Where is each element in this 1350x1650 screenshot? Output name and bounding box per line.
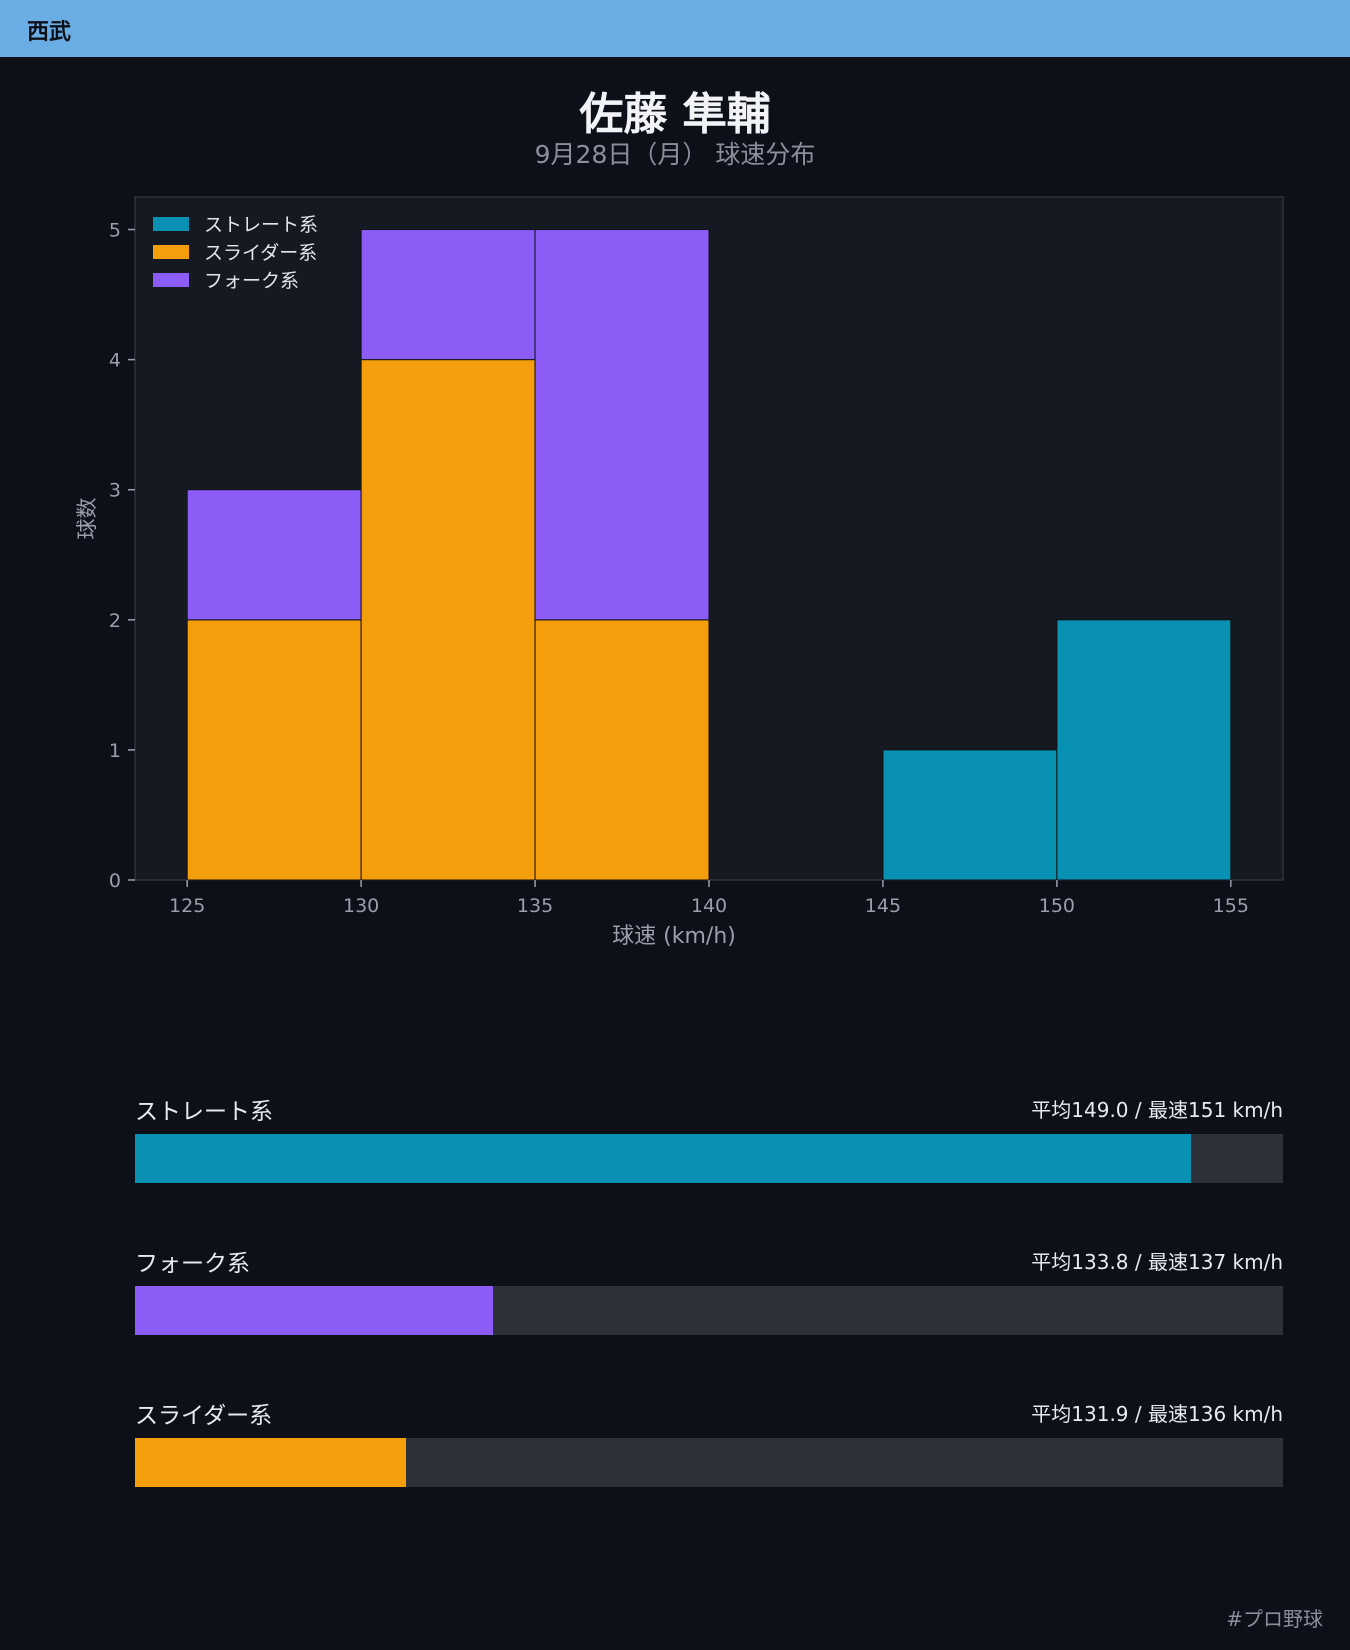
bar-series1-bin0 [186, 619, 362, 881]
player-name-title: 佐藤 隼輔 [579, 89, 771, 140]
bars-group [186, 229, 1232, 881]
x-tick-label: 140 [691, 895, 727, 917]
summary-pitch-stats: 平均131.9 / 最速136 km/h [1031, 1402, 1283, 1426]
speed-bar-track [135, 1134, 1283, 1183]
x-tick-label: 135 [517, 895, 553, 917]
legend-swatch [153, 217, 189, 231]
summary-pitch-name: ストレート系 [135, 1099, 273, 1125]
speed-bar-fill [135, 1438, 406, 1487]
bar-series2-bin2 [534, 229, 710, 621]
y-tick-label: 5 [109, 220, 121, 242]
legend-swatch [153, 273, 189, 287]
summary-row-straight: ストレート系 平均149.0 / 最速151 km/h [135, 1092, 1283, 1202]
x-tick-label: 125 [169, 895, 205, 917]
legend-label: フォーク系 [204, 270, 299, 292]
y-tick-label: 1 [109, 740, 121, 762]
speed-bar-fill [135, 1134, 1192, 1183]
bar-series1-bin2 [534, 619, 710, 881]
pitch-speed-histogram: 125 130 135 140 145 150 155 0 1 2 3 4 5 球速 (km/h) 球数 ス… [75, 196, 1284, 949]
x-tick-label: 145 [865, 895, 901, 917]
x-tick-label: 155 [1213, 895, 1249, 917]
speed-bar-track [135, 1286, 1283, 1335]
summary-pitch-name: スライダー系 [135, 1403, 273, 1429]
summary-pitch-name: フォーク系 [135, 1251, 250, 1277]
legend-label: スライダー系 [204, 242, 317, 264]
summary-pitch-stats: 平均149.0 / 最速151 km/h [1031, 1098, 1283, 1122]
hashtag: #プロ野球 [1226, 1607, 1323, 1631]
summary-row-slider: スライダー系 平均131.9 / 最速136 km/h [135, 1396, 1283, 1506]
team-name: 西武 [27, 20, 72, 45]
team-header-bar: 西武 [0, 0, 1350, 57]
bar-series0-bin4 [882, 749, 1058, 881]
y-tick-label: 4 [109, 350, 121, 372]
summary-row-fork: フォーク系 平均133.8 / 最速137 km/h [135, 1244, 1283, 1354]
axes-group: 125 130 135 140 145 150 155 0 1 2 3 4 5 球速 (km/h) 球数 [75, 220, 1249, 949]
bar-series2-bin0 [186, 489, 362, 621]
bar-series2-bin1 [360, 229, 536, 361]
y-axis-label: 球数 [75, 498, 99, 540]
speed-bar-fill [135, 1286, 494, 1335]
summary-pitch-stats: 平均133.8 / 最速137 km/h [1031, 1250, 1283, 1274]
y-tick-label: 0 [109, 870, 121, 892]
bar-series0-bin5 [1056, 619, 1232, 881]
x-tick-label: 150 [1039, 895, 1075, 917]
y-tick-label: 2 [109, 610, 121, 632]
y-tick-label: 3 [109, 480, 121, 502]
legend-swatch [153, 245, 189, 259]
x-axis-label: 球速 (km/h) [612, 924, 736, 949]
speed-bar-track [135, 1438, 1283, 1487]
x-tick-label: 130 [343, 895, 379, 917]
chart-subtitle: 9月28日（月） 球速分布 [534, 140, 816, 169]
legend-label: ストレート系 [204, 214, 318, 236]
bar-series1-bin1 [360, 359, 536, 881]
